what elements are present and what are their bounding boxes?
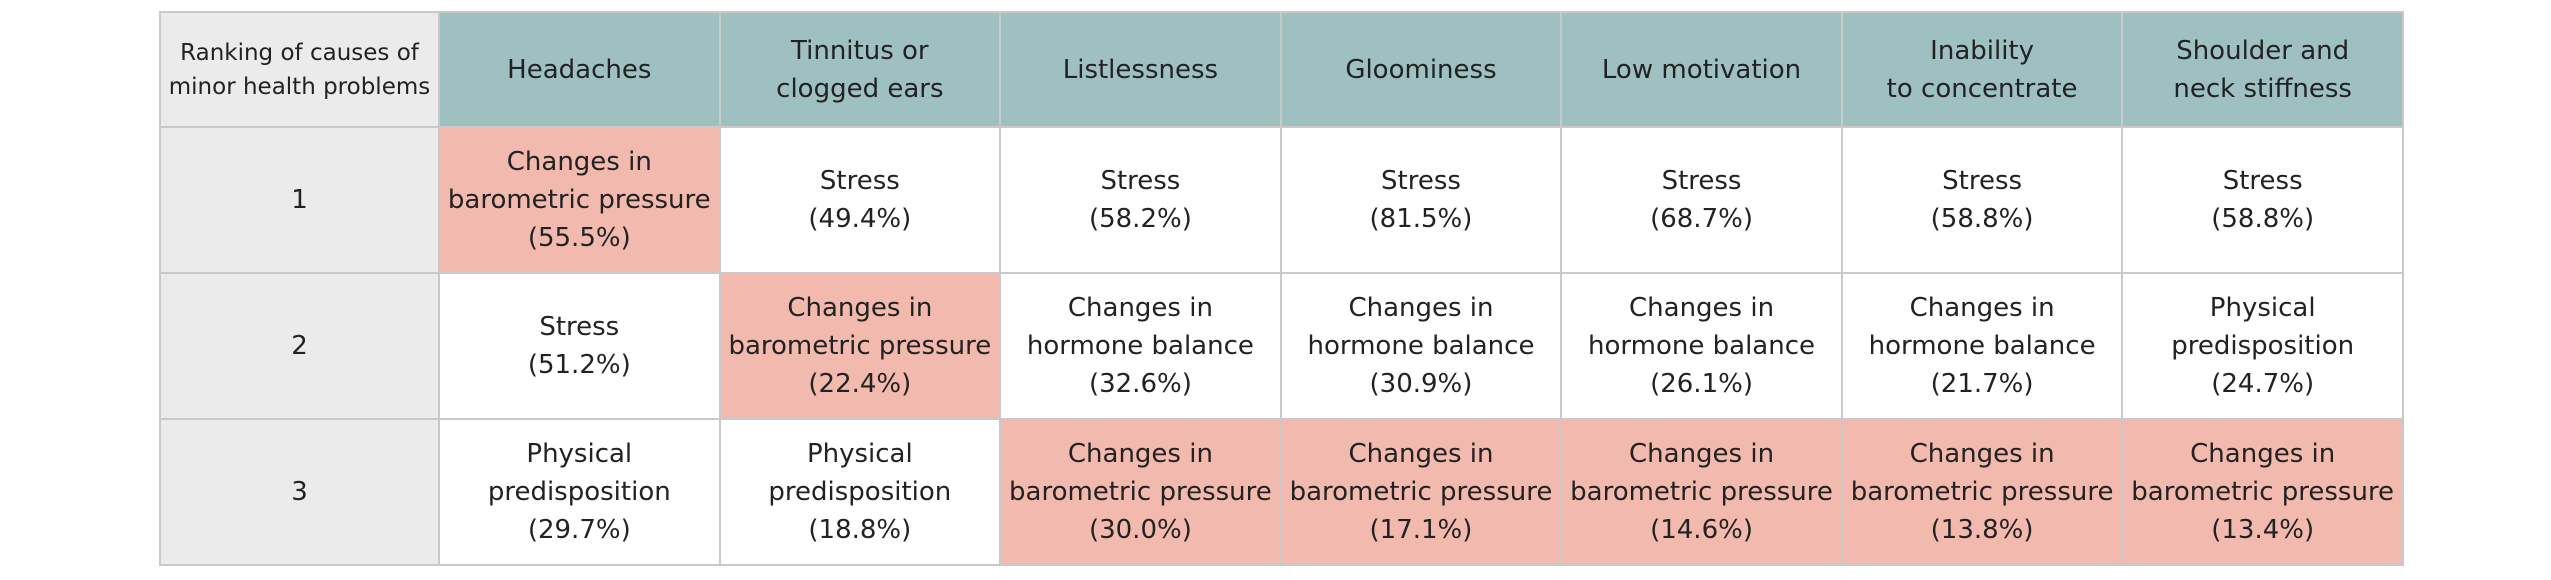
cause-cell: Stress (58.8%) — [2121, 126, 2404, 274]
table-row: 3 Physical predisposition (29.7%) Physical … — [159, 418, 2404, 566]
cause-cell: Physical predisposition (29.7%) — [438, 418, 721, 566]
cause-cell: Changes in hormone balance (32.6%) — [999, 272, 1282, 420]
column-header: Tinnitus or clogged ears — [718, 11, 1002, 128]
column-header: Gloominess — [1279, 11, 1563, 128]
cause-text: Changes in barometric pressure — [1009, 439, 1272, 507]
header-row: Ranking of causes of minor health proble… — [159, 11, 2404, 128]
rank-cell: 1 — [159, 126, 440, 274]
cause-cell: Physical predisposition (24.7%) — [2121, 272, 2404, 420]
cause-text: Stress — [819, 166, 900, 196]
cause-text: Changes in hormone balance — [1868, 293, 2096, 361]
cause-cell: Physical predisposition (18.8%) — [718, 418, 1002, 566]
cause-cell: Changes in barometric pressure (13.4%) — [2121, 418, 2404, 566]
cause-cell: Changes in barometric pressure (55.5%) — [438, 126, 721, 274]
share-text: (26.1%) — [1650, 369, 1753, 399]
cause-text: Changes in barometric pressure — [2131, 439, 2395, 507]
cause-cell: Stress (51.2%) — [438, 272, 721, 420]
cause-text: Stress — [2222, 166, 2303, 196]
cause-text: Stress — [1381, 166, 1461, 196]
cause-cell: Stress (68.7%) — [1560, 126, 1843, 274]
share-text: (49.4%) — [808, 204, 912, 234]
share-text: (58.8%) — [1930, 204, 2034, 234]
share-text: (58.2%) — [1088, 204, 1192, 234]
share-text: (18.8%) — [808, 515, 912, 545]
cause-text: Changes in barometric pressure — [1850, 439, 2114, 507]
cause-text: Stress — [1661, 166, 1742, 196]
cause-cell: Changes in barometric pressure (17.1%) — [1279, 418, 1563, 566]
cause-cell: Changes in hormone balance (21.7%) — [1840, 272, 2124, 420]
cause-cell: Changes in hormone balance (30.9%) — [1279, 272, 1563, 420]
rank-cell: 2 — [159, 272, 440, 420]
share-text: (58.8%) — [2211, 204, 2315, 234]
cause-text: Changes in hormone balance — [1588, 293, 1816, 361]
cause-cell: Changes in hormone balance (26.1%) — [1560, 272, 1843, 420]
table-row: 2 Stress (51.2%) Changes in barometric pres… — [159, 272, 2404, 420]
table-row: 1 Changes in barometric pressure (55.5%) St… — [159, 126, 2404, 274]
column-header: Low motivation — [1560, 11, 1843, 128]
cause-cell: Stress (49.4%) — [718, 126, 1002, 274]
share-text: (30.9%) — [1369, 369, 1473, 399]
cause-cell: Changes in barometric pressure (14.6%) — [1560, 418, 1843, 566]
cause-text: Changes in barometric pressure — [1289, 439, 1553, 507]
cause-text: Changes in hormone balance — [1026, 293, 1254, 361]
cause-cell: Changes in barometric pressure (13.8%) — [1840, 418, 2124, 566]
column-header: Inability to concentrate — [1840, 11, 2124, 128]
cause-text: Physical predisposition — [768, 439, 952, 507]
share-text: (55.5%) — [527, 223, 631, 253]
cause-text: Physical predisposition — [487, 439, 671, 507]
cause-text: Changes in hormone balance — [1307, 293, 1535, 361]
share-text: (13.8%) — [1930, 515, 2034, 545]
cause-cell: Stress (58.2%) — [999, 126, 1282, 274]
cause-text: Changes in barometric pressure — [447, 147, 711, 215]
cause-cell: Changes in barometric pressure (30.0%) — [999, 418, 1282, 566]
column-header: Headaches — [438, 11, 721, 128]
share-text: (51.2%) — [527, 350, 631, 380]
share-text: (81.5%) — [1369, 204, 1473, 234]
ranking-table: Ranking of causes of minor health proble… — [159, 11, 2404, 566]
corner-header: Ranking of causes of minor health proble… — [159, 11, 440, 128]
share-text: (68.7%) — [1650, 204, 1753, 234]
share-text: (24.7%) — [2211, 369, 2315, 399]
rank-cell: 3 — [159, 418, 440, 566]
cause-cell: Changes in barometric pressure (22.4%) — [718, 272, 1002, 420]
cause-cell: Stress (81.5%) — [1279, 126, 1563, 274]
share-text: (17.1%) — [1369, 515, 1473, 545]
cause-text: Changes in barometric pressure — [1570, 439, 1833, 507]
cause-text: Changes in barometric pressure — [728, 293, 992, 361]
cause-text: Physical predisposition — [2171, 293, 2355, 361]
share-text: (13.4%) — [2211, 515, 2315, 545]
column-header: Listlessness — [999, 11, 1282, 128]
share-text: (14.6%) — [1650, 515, 1753, 545]
share-text: (30.0%) — [1088, 515, 1192, 545]
share-text: (32.6%) — [1088, 369, 1192, 399]
cause-cell: Stress (58.8%) — [1840, 126, 2124, 274]
cause-text: Stress — [1100, 166, 1181, 196]
share-text: (21.7%) — [1930, 369, 2034, 399]
cause-text: Stress — [539, 312, 620, 342]
cause-text: Stress — [1942, 166, 2023, 196]
column-header: Shoulder and neck stiffness — [2121, 11, 2404, 128]
share-text: (29.7%) — [527, 515, 631, 545]
share-text: (22.4%) — [808, 369, 912, 399]
